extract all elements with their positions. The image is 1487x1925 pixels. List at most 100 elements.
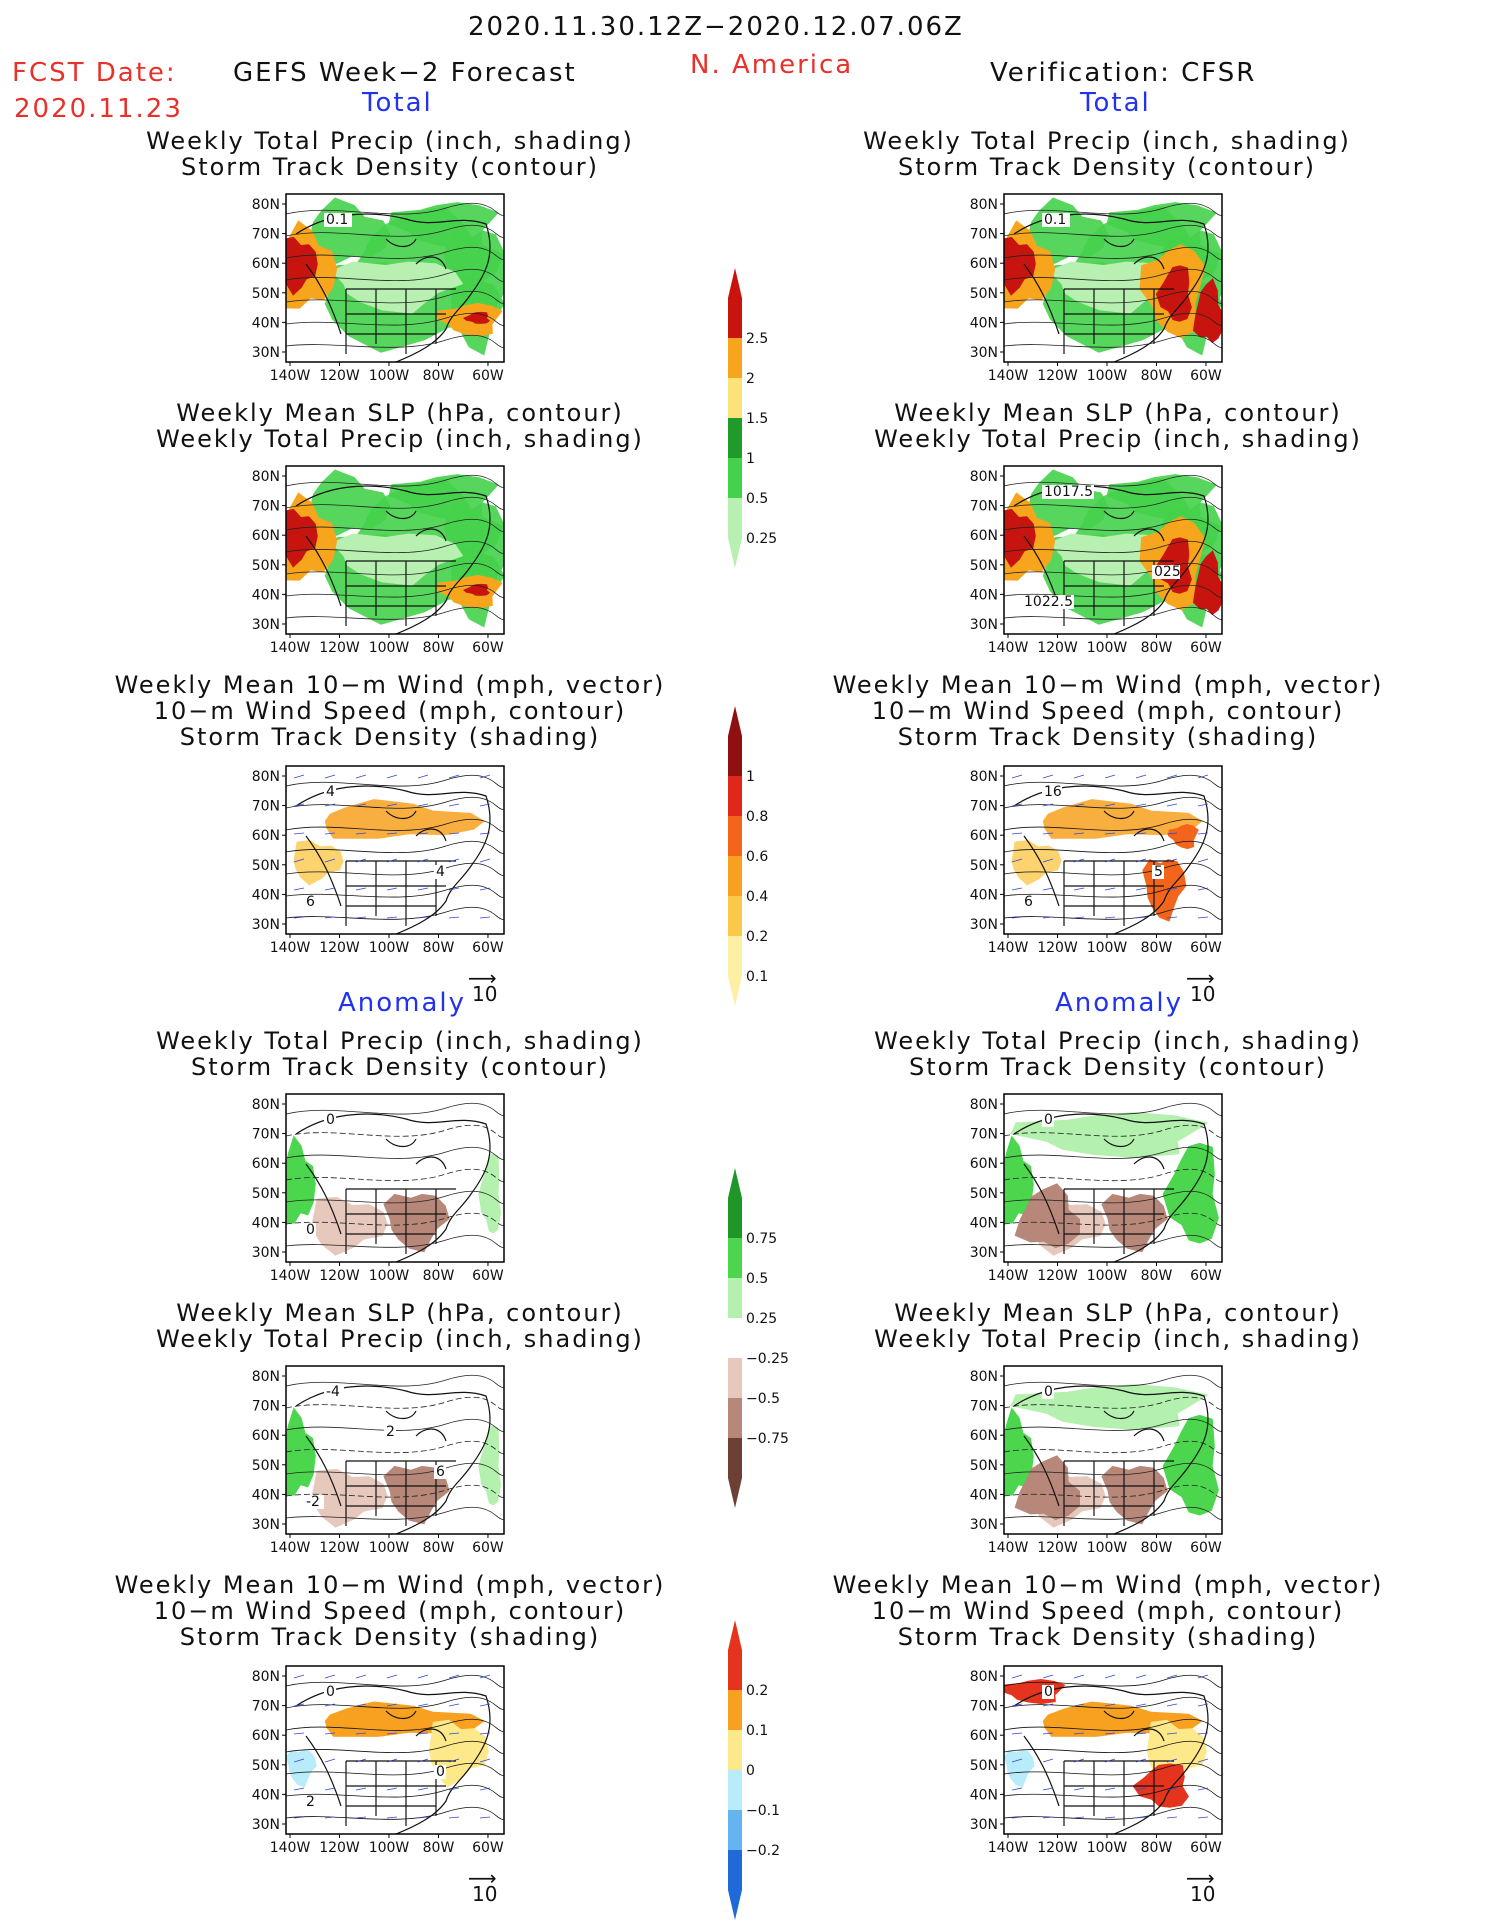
colorbar-segment [728,1198,742,1238]
wind-vector [1197,774,1209,779]
anom-shading [286,1135,316,1224]
lat-label: 50N [970,1758,998,1774]
contour-label: 0 [1044,1112,1053,1128]
lat-label: 40N [252,887,280,903]
colorbar-svg: 0.75 0.5 0.25 −0.25 −0.5 −0.75 [728,1168,789,1508]
colorbar-label: 1.5 [746,411,768,427]
contour-line [1004,584,1222,598]
wind-vector [1073,1732,1085,1735]
contour-line [286,1396,504,1410]
contour-line [1004,1374,1222,1388]
contour-label-bg [1022,595,1074,609]
title-fcst-anom-slp: Weekly Mean SLP (hPa, contour) Weekly To… [100,1300,700,1352]
contour-line [1004,1740,1222,1754]
wind-vector [1011,1787,1023,1791]
coastline [295,1685,491,1834]
wind-vector [1104,803,1116,807]
lon-label: 120W [319,940,360,956]
lat-label: 50N [970,558,998,574]
colorbar-triangle-bottom [728,1890,742,1920]
contour-line [286,474,504,488]
contour-line [1004,474,1222,488]
contour-label-bg [434,1465,446,1479]
coastline [1013,213,1209,362]
colorbar-segment [728,776,742,816]
vector-ref-obs-anom: ⟶ 10 [1186,1866,1215,1906]
contour-line [286,562,504,576]
wind-vector [448,1758,460,1763]
wind-vector [1011,887,1023,891]
wind-vector [1197,1674,1209,1679]
lat-label: 50N [252,858,280,874]
colorbar-segment [728,1318,742,1358]
wind-vector [1166,858,1178,863]
lon-label: 120W [319,1840,360,1856]
map-layers: 0.1 [1004,197,1222,362]
lat-label: 30N [970,1517,998,1533]
wind-vector [1011,1732,1023,1735]
wind-vector [324,774,336,779]
contour-label-bg [304,895,316,909]
lon-label: 120W [1037,1840,1078,1856]
wind-vector [448,858,460,863]
map-fcst-anom-wind: 0 2 0 80N 70N 60N 50N 40N 30N 140W 120W 100W 80W 60W [240,1662,515,1862]
map-frame [1003,465,1223,635]
plot-area: 4 6 4 80N 70N 60N 50N 40N 30N 140W 120W 100W 80W 60W [252,765,505,956]
map-layers: 1017.5 1022.5 025 [1004,469,1222,634]
colorbar-segment [728,338,742,378]
lon-label: 80W [423,640,455,656]
wind-vector [386,1674,398,1679]
colorbar-segment [728,736,742,776]
fcst-date-label: FCST Date: [12,58,177,88]
contour-line [1004,1696,1222,1710]
lat-label: 50N [970,286,998,302]
wind-vector [1104,1816,1116,1819]
lat-label: 30N [970,345,998,361]
colorbar-label: 1 [746,451,755,467]
contour-line [286,906,504,920]
wind-vector [1104,1703,1116,1707]
title-line: Weekly Total Precip (inch, shading) [156,425,644,453]
arrow-icon: ⟶ [1186,966,1215,990]
section-anomaly-right: Anomaly [1055,988,1184,1018]
precip-shading [443,502,504,628]
map-layers: -4 -2 6 2 [286,1374,504,1534]
contour-label-bg [1042,1113,1054,1127]
lat-label: 30N [252,1517,280,1533]
lon-label: 60W [1190,1268,1222,1284]
title-line: Storm Track Density (shading) [179,723,601,751]
wind-vector [479,887,491,891]
colorbar-label: 2.5 [746,331,768,347]
plot-area: -4 -2 6 2 80N 70N 60N 50N 40N 30N 140W 120W 100W 80W 6… [252,1365,505,1556]
lat-label: 80N [970,197,998,213]
lon-label: 140W [988,1540,1029,1556]
wind-vector [1135,1787,1147,1791]
contour-label-bg [324,1385,344,1399]
contour-line [1004,1674,1222,1688]
map-obs-total-wind: 16 6 5 80N 70N 60N 50N 40N 30N 140W 120W 100W 80W 60W [958,762,1233,962]
contour-label-bg [1042,785,1062,799]
wind-vector [1135,1816,1147,1819]
colorbar-segment [728,856,742,896]
wind-vector [293,774,305,779]
map-frame [285,765,505,935]
map-layers [286,469,504,634]
anom-shading [1004,1407,1034,1496]
lat-label: 70N [252,499,280,515]
contour-label: 0.1 [1044,212,1066,228]
contour-line [286,1674,504,1688]
map-fcst-total-precip: 0.1 80N 70N 60N 50N 40N 30N 140W 120W 100W 80W 60W [240,190,515,390]
colorbar-segment [728,458,742,498]
lat-label: 40N [970,587,998,603]
contour-line [286,818,504,832]
contour-line [286,268,504,282]
colorbar-label: −0.5 [746,1391,780,1407]
lon-label: 140W [988,940,1029,956]
wind-vector [386,887,398,891]
contour-line [1004,1168,1222,1182]
wind-vector [293,832,305,835]
contour-label: 0 [306,1222,315,1238]
lon-label: 60W [472,1540,504,1556]
contour-line [1004,1190,1222,1204]
wind-vector [355,774,367,779]
